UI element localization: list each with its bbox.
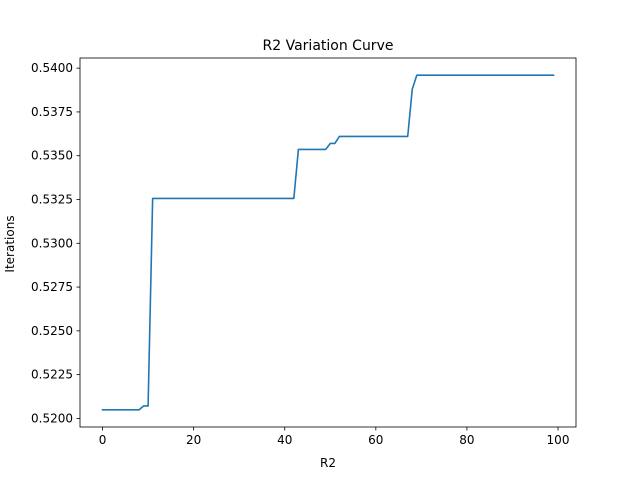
series-layer: [101, 74, 555, 411]
x-tick-label: 80: [459, 433, 474, 447]
chart-title: R2 Variation Curve: [263, 38, 394, 54]
y-tick-label: 0.5325: [31, 193, 73, 207]
y-tick-label: 0.5275: [31, 280, 73, 294]
y-tick-label: 0.5350: [31, 149, 73, 163]
y-tick-label: 0.5200: [31, 411, 73, 425]
x-tick-label: 20: [186, 433, 201, 447]
y-axis: 0.5200 0.5225 0.5250 0.5275 0.5300 0.5325 0.53…: [31, 61, 80, 425]
axes-frame: [79, 57, 577, 428]
y-tick-label: 0.5300: [31, 236, 73, 250]
y-tick-label: 0.5375: [31, 105, 73, 119]
y-axis-label: Iterations: [3, 215, 17, 272]
y-tick-label: 0.5250: [31, 324, 73, 338]
x-tick-label: 0: [99, 433, 107, 447]
x-tick-label: 100: [547, 433, 570, 447]
x-tick-label: 60: [368, 433, 383, 447]
x-axis: 0 20 40 60 80 100: [99, 427, 570, 447]
x-axis-label: R2: [320, 456, 336, 470]
series-line: [101, 74, 555, 411]
y-tick-label: 0.5400: [31, 61, 73, 75]
y-tick-label: 0.5225: [31, 368, 73, 382]
x-tick-label: 40: [277, 433, 292, 447]
